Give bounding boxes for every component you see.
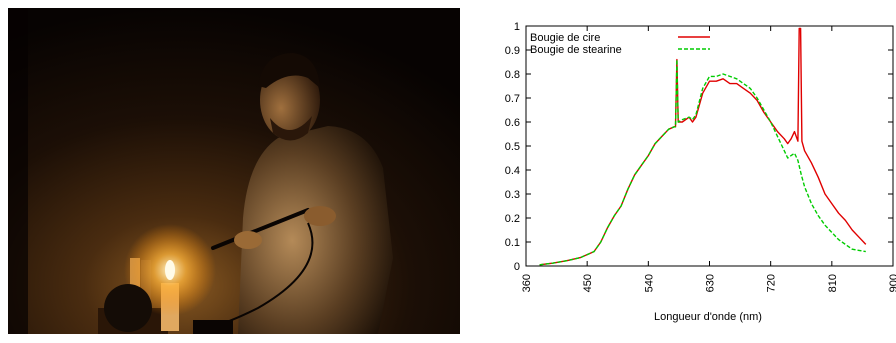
y-tick-label: 0.3 — [505, 189, 520, 201]
hand-left — [234, 231, 262, 249]
y-tick-label: 0.4 — [505, 165, 520, 177]
fiber-probe — [211, 208, 310, 250]
x-tick-label: 450 — [582, 274, 594, 292]
series-line-1 — [539, 27, 867, 266]
y-tick-label: 0.1 — [505, 237, 520, 249]
x-tick-label: 900 — [888, 274, 896, 292]
x-tick-label: 720 — [766, 274, 778, 292]
legend-label-2: Bougie de stearine — [530, 44, 622, 56]
y-tick-label: 0.8 — [505, 69, 520, 81]
series-line-2 — [539, 58, 866, 266]
y-tick-label: 0.5 — [505, 141, 520, 153]
person-torso — [238, 126, 393, 334]
candle-flame — [165, 260, 175, 280]
plot-frame — [525, 25, 894, 267]
x-tick-label: 630 — [705, 274, 717, 292]
y-tick-label: 0.6 — [505, 117, 520, 129]
spectrum-chart: 360 450 540 630 720 810 900 0 0.1 0.2 0.3 0.4 0.5 0.… — [505, 21, 896, 323]
y-tick-label: 0.2 — [505, 213, 520, 225]
y-tick-label: 0.9 — [505, 45, 520, 57]
dark-room-background — [8, 8, 460, 334]
x-tick-label: 360 — [521, 274, 533, 292]
x-axis-label: Longueur d'onde (nm) — [654, 311, 762, 323]
x-tick-label: 810 — [827, 274, 839, 292]
hand-right — [304, 206, 336, 226]
x-tick-label: 540 — [643, 274, 655, 292]
candle-photo — [8, 8, 460, 334]
dark-sphere — [104, 284, 152, 332]
legend-label-1: Bougie de cire — [530, 32, 600, 44]
y-tick-label: 0.7 — [505, 93, 520, 105]
y-tick-label: 1 — [514, 21, 520, 33]
y-tick-label: 0 — [514, 261, 520, 273]
